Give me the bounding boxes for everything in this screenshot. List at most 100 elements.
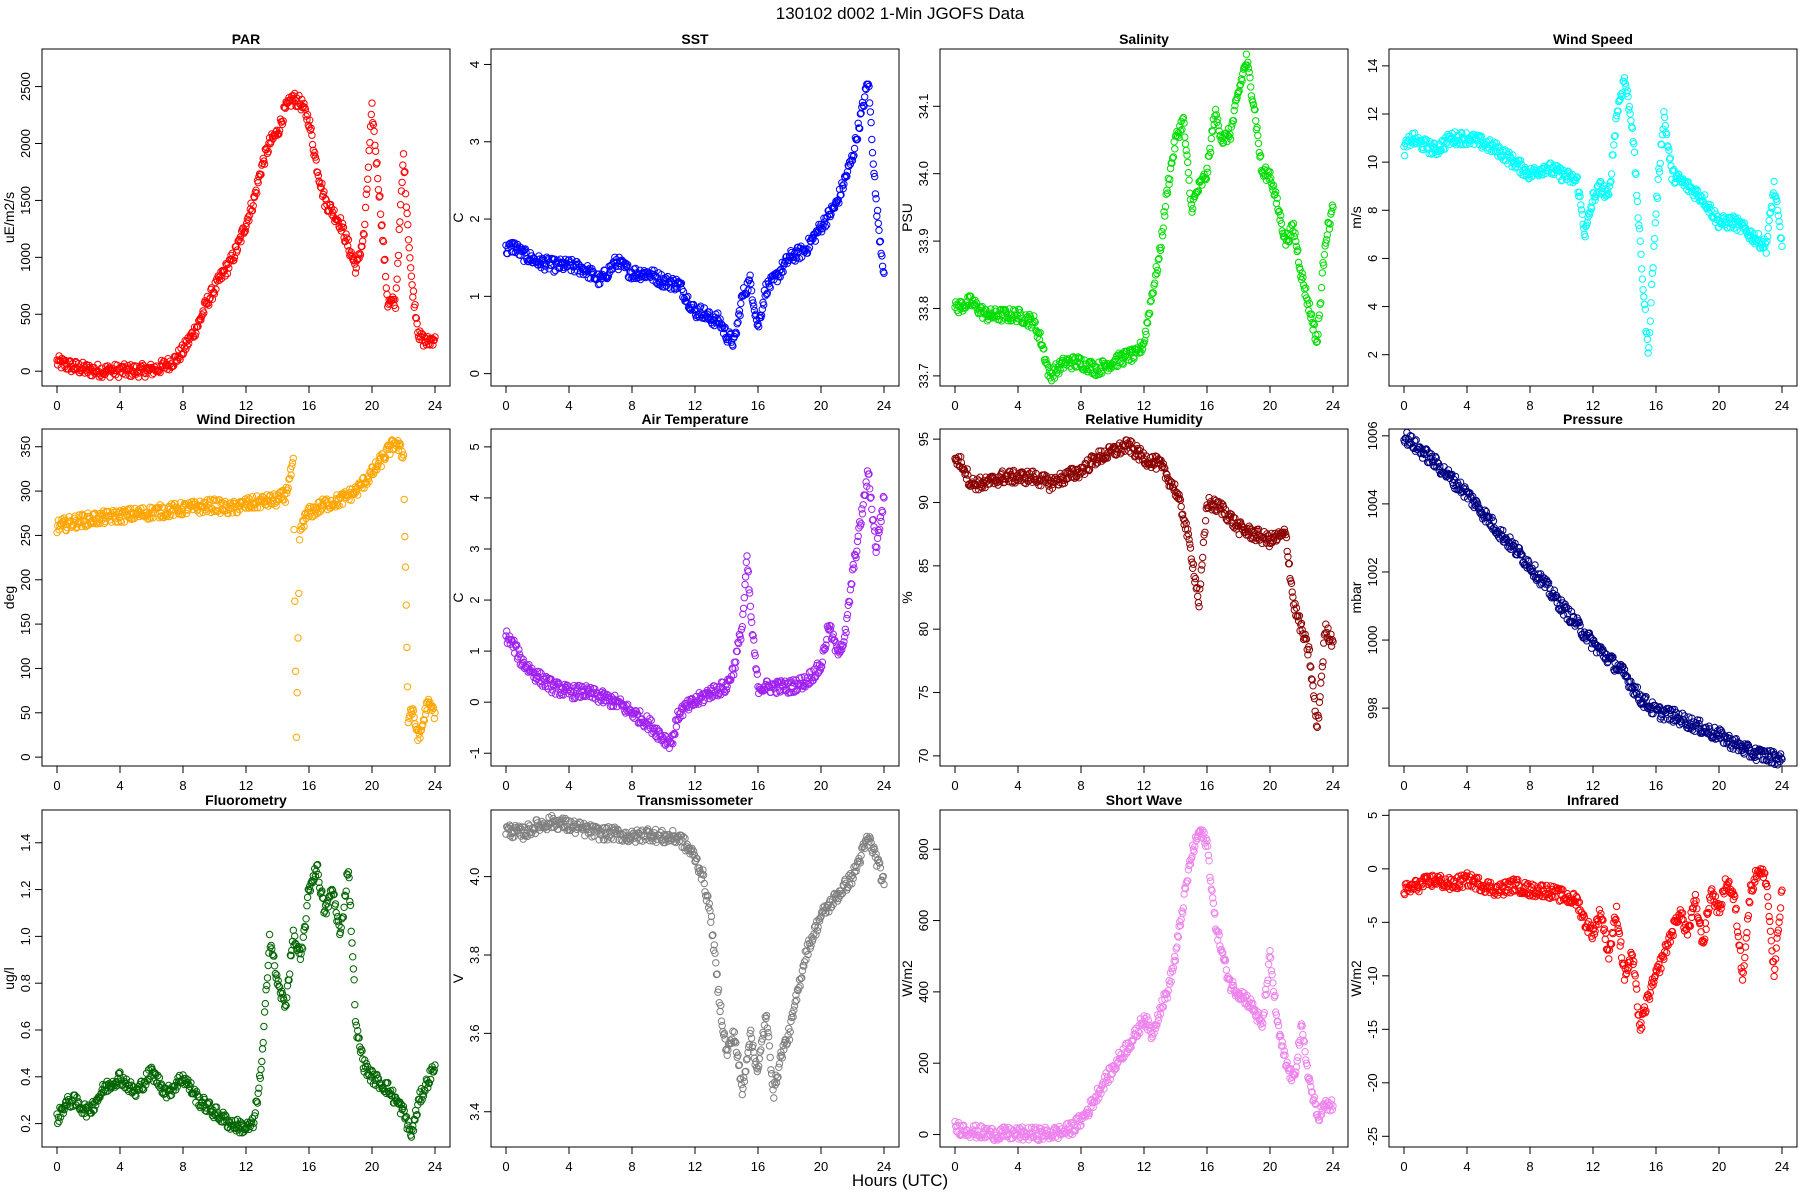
data-point xyxy=(240,228,249,236)
x-tick-label: 24 xyxy=(1326,398,1340,413)
data-point xyxy=(793,254,801,262)
y-tick-label: 70 xyxy=(916,749,931,763)
y-tick-label: 3 xyxy=(467,138,482,145)
data-point xyxy=(1770,177,1778,186)
data-point xyxy=(781,257,789,265)
data-point xyxy=(320,188,328,196)
y-tick-label: 2 xyxy=(1365,351,1380,358)
x-tick-label: 8 xyxy=(179,778,186,793)
data-point xyxy=(66,357,75,366)
data-point xyxy=(295,536,304,544)
data-point xyxy=(255,173,263,181)
x-tick-label: 4 xyxy=(116,778,123,793)
data-point xyxy=(417,333,425,341)
data-point xyxy=(761,292,769,300)
x-tick-label: 8 xyxy=(1526,778,1533,793)
data-point xyxy=(343,234,351,242)
y-tick-label: -1 xyxy=(467,747,482,759)
x-tick-label: 20 xyxy=(1712,778,1726,793)
x-tick-label: 24 xyxy=(877,778,891,793)
y-tick-label: 3 xyxy=(467,545,482,552)
data-point xyxy=(737,299,745,308)
y-tick-label: 1.0 xyxy=(18,927,33,945)
data-point xyxy=(403,643,411,652)
data-point xyxy=(349,965,358,973)
data-point xyxy=(398,178,406,187)
data-point xyxy=(843,611,852,619)
data-point xyxy=(868,149,877,157)
x-tick-label: 0 xyxy=(1400,398,1407,413)
data-point xyxy=(805,244,814,252)
x-tick-label: 16 xyxy=(1649,398,1663,413)
data-point xyxy=(1320,251,1329,259)
data-point xyxy=(842,171,850,180)
data-point xyxy=(401,563,410,571)
data-point xyxy=(697,302,705,310)
panel-title: Air Temperature xyxy=(641,411,748,427)
data-point xyxy=(403,209,411,218)
data-point xyxy=(314,172,322,180)
plot-frame xyxy=(1388,428,1798,767)
data-point xyxy=(403,683,412,691)
data-point xyxy=(347,927,355,935)
data-point xyxy=(278,120,287,129)
data-point xyxy=(1195,603,1203,611)
data-point xyxy=(742,558,750,566)
x-tick-label: 8 xyxy=(179,398,186,413)
data-point xyxy=(382,284,390,292)
x-tick-label: 8 xyxy=(628,398,635,413)
x-tick-label: 8 xyxy=(1077,778,1084,793)
data-point xyxy=(404,236,413,244)
data-point xyxy=(1610,141,1618,149)
data-point xyxy=(293,689,301,697)
plot-frame xyxy=(41,48,451,387)
data-point xyxy=(843,172,851,181)
x-tick-label: 0 xyxy=(53,778,60,793)
x-tick-label: 12 xyxy=(1137,778,1151,793)
x-tick-label: 20 xyxy=(1263,778,1277,793)
y-tick-label: 1006 xyxy=(1365,421,1380,450)
x-tick-label: 24 xyxy=(428,398,442,413)
data-point xyxy=(234,237,242,245)
data-point xyxy=(1183,151,1191,159)
data-point xyxy=(298,95,306,104)
data-point xyxy=(254,178,262,187)
panel-title: Relative Humidity xyxy=(1085,411,1203,427)
x-tick-label: 12 xyxy=(1586,778,1600,793)
data-point xyxy=(360,231,368,239)
y-tick-label: 300 xyxy=(18,480,33,502)
data-point xyxy=(370,127,378,136)
x-tick-label: 24 xyxy=(428,1159,442,1174)
data-point xyxy=(795,254,804,263)
data-point xyxy=(1643,335,1652,344)
data-point xyxy=(132,362,141,371)
data-point xyxy=(364,163,373,171)
x-tick-label: 20 xyxy=(365,778,379,793)
data-point xyxy=(61,356,70,365)
data-point xyxy=(312,156,320,164)
x-tick-label: 4 xyxy=(1014,778,1021,793)
data-point xyxy=(1317,672,1326,680)
data-point xyxy=(866,108,875,116)
data-point xyxy=(190,333,198,341)
data-point xyxy=(1626,110,1634,118)
data-point xyxy=(1765,216,1773,225)
data-point xyxy=(207,284,216,292)
data-point xyxy=(373,159,381,167)
data-point xyxy=(1198,561,1206,569)
data-point xyxy=(656,281,665,290)
plot-frame xyxy=(490,428,900,767)
data-point xyxy=(351,269,360,277)
data-point xyxy=(1637,250,1645,259)
x-tick-label: 16 xyxy=(751,398,765,413)
y-tick-label: 75 xyxy=(916,685,931,699)
data-point xyxy=(225,264,233,272)
data-point xyxy=(290,525,298,534)
data-point xyxy=(746,271,754,279)
data-point xyxy=(859,501,867,509)
data-point xyxy=(846,160,855,169)
data-point xyxy=(736,311,744,320)
y-tick-label: 150 xyxy=(18,613,33,635)
